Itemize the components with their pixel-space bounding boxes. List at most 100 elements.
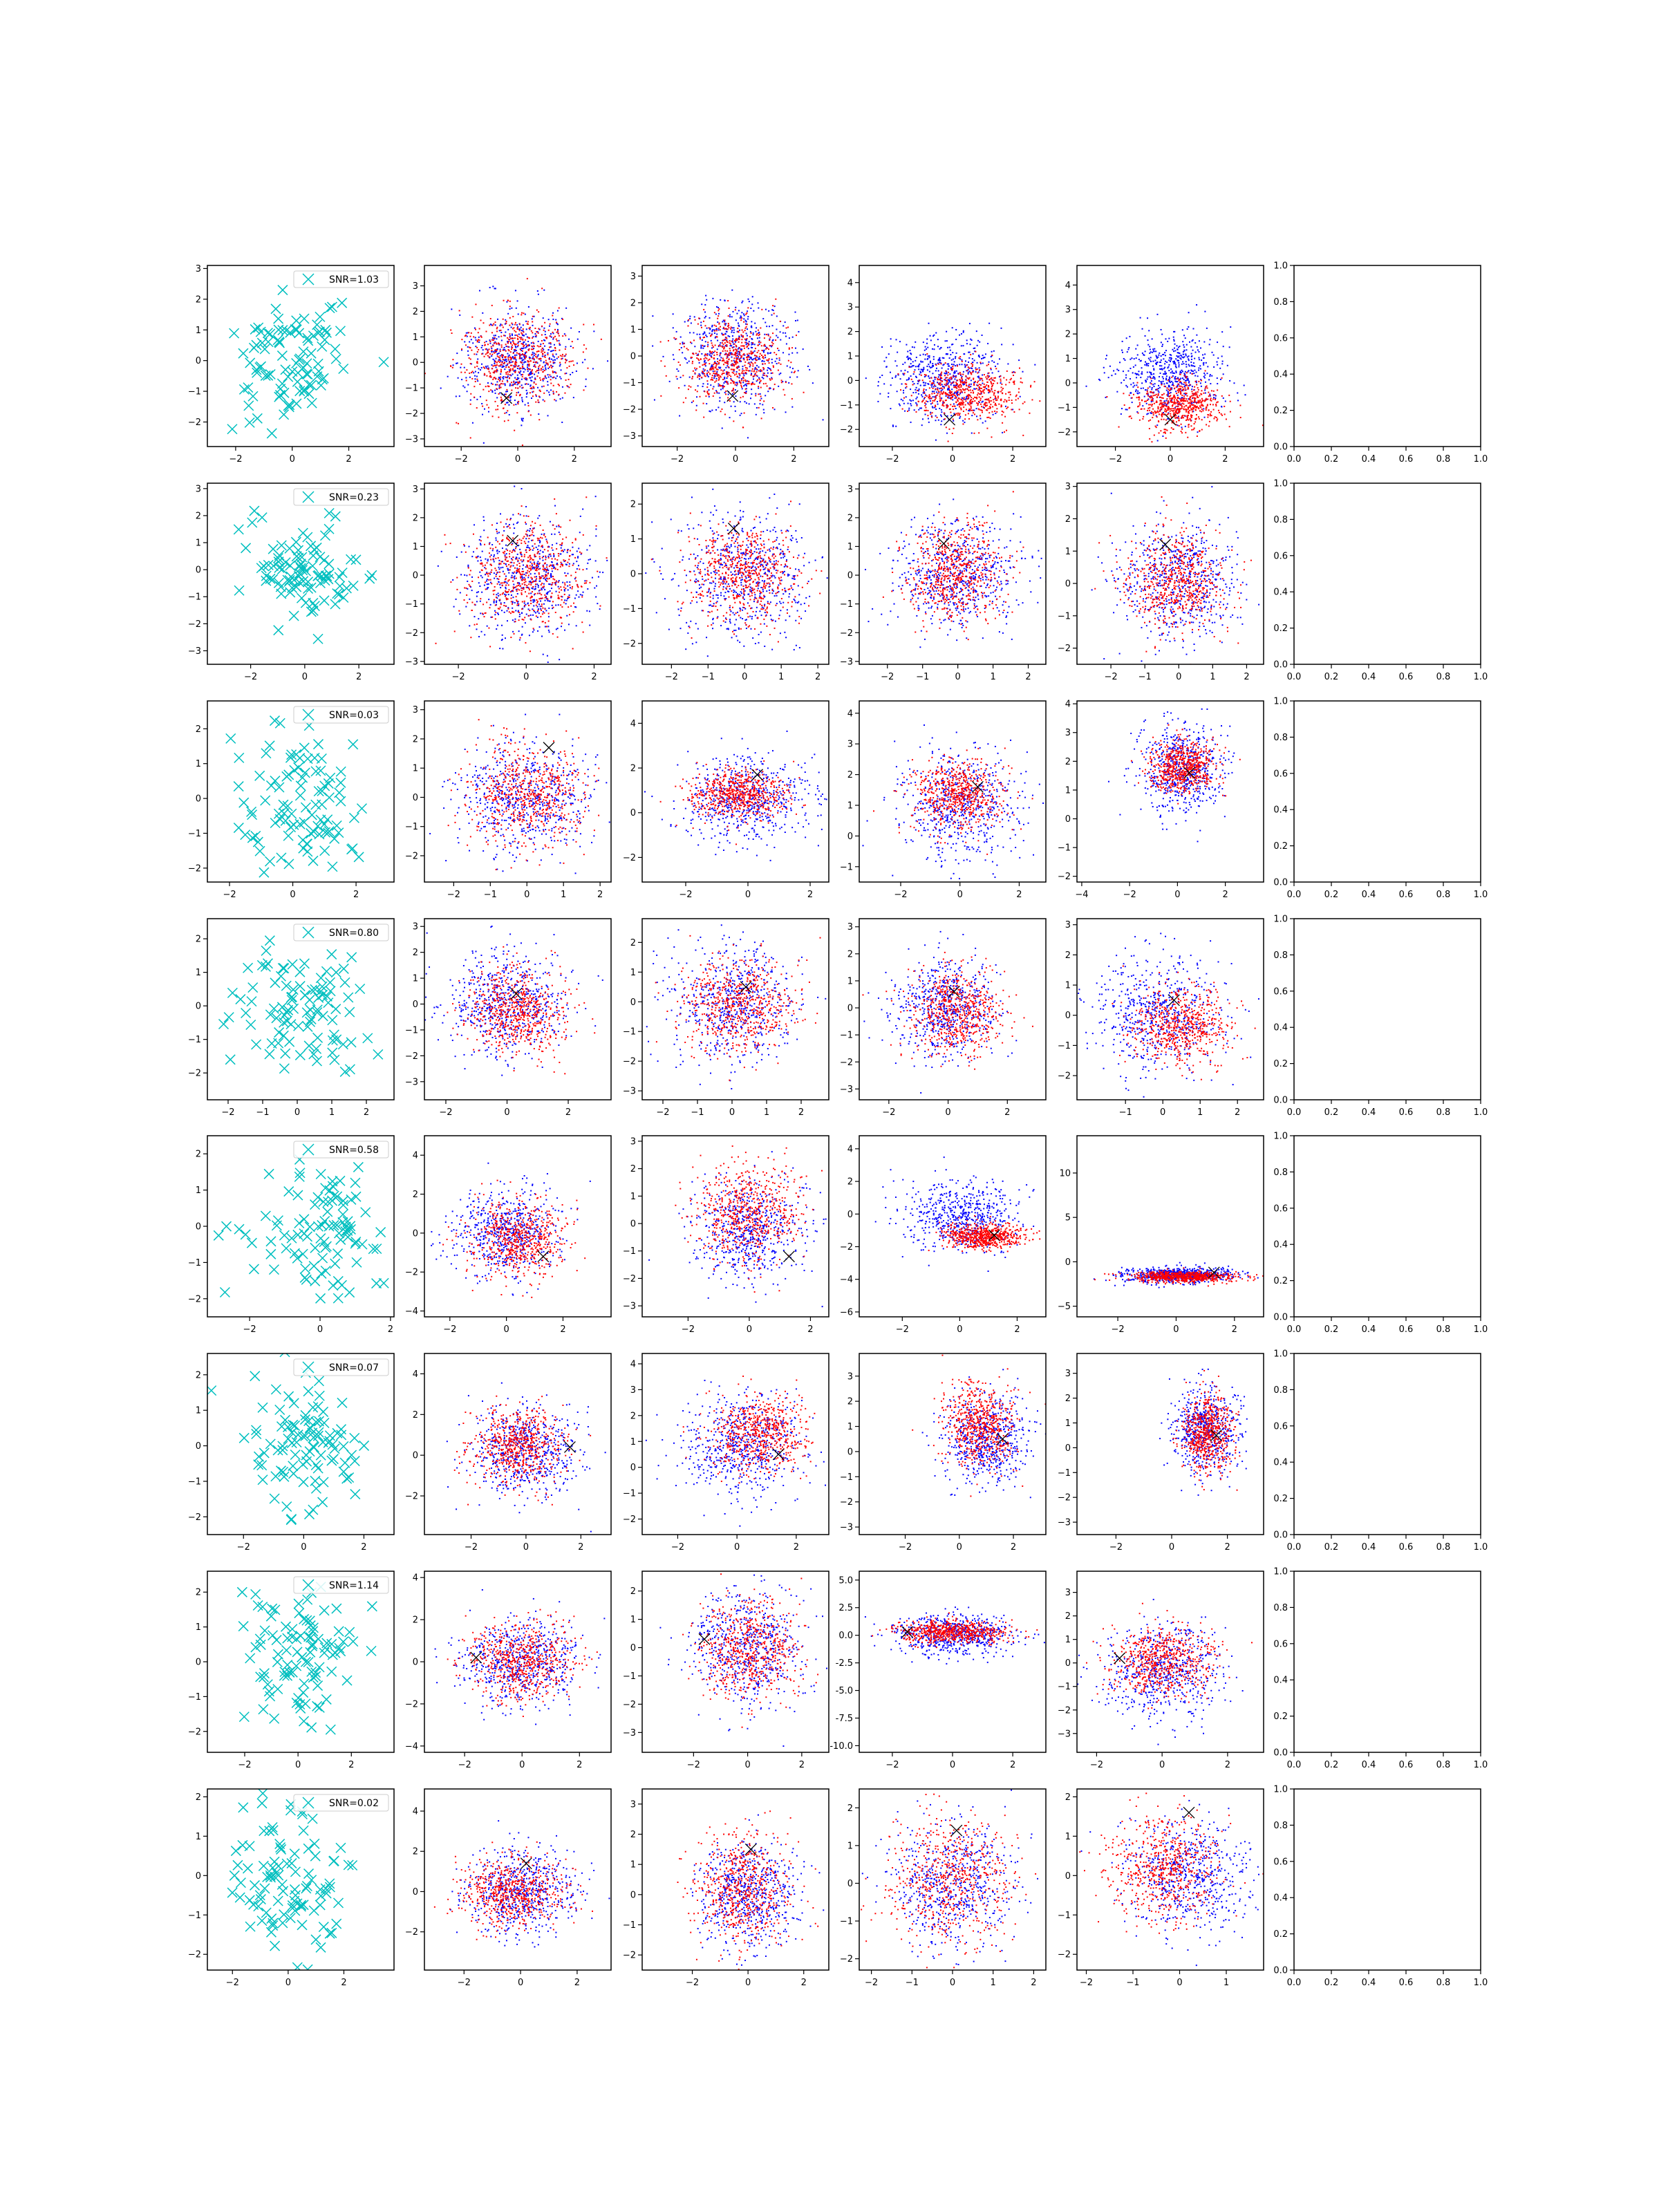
data-point — [994, 404, 996, 406]
data-point — [653, 399, 655, 401]
data-point — [540, 359, 542, 362]
data-point — [509, 368, 512, 370]
data-point — [971, 366, 973, 368]
data-point — [1123, 404, 1125, 406]
data-point — [1196, 435, 1198, 437]
data-point — [514, 363, 516, 365]
data-point — [1187, 406, 1189, 409]
data-point — [702, 337, 704, 339]
data-point — [500, 396, 502, 398]
data-point — [517, 342, 519, 344]
data-point — [744, 388, 747, 390]
data-point — [711, 364, 713, 366]
data-point — [534, 327, 536, 329]
data-point — [1175, 417, 1177, 419]
data-point — [1196, 334, 1198, 336]
data-point — [733, 346, 735, 348]
data-point — [1141, 382, 1143, 384]
data-point — [919, 363, 921, 365]
data-point — [1188, 359, 1190, 362]
data-point — [1193, 406, 1195, 408]
data-point — [482, 388, 485, 391]
data-point — [985, 409, 987, 411]
data-point — [954, 357, 956, 359]
data-point — [960, 377, 962, 379]
data-point — [942, 391, 944, 393]
data-point — [733, 349, 735, 351]
data-point — [794, 311, 796, 313]
data-point — [1161, 415, 1163, 418]
data-point — [518, 371, 520, 373]
data-point — [752, 351, 754, 353]
data-point — [501, 324, 503, 326]
data-point — [718, 385, 720, 387]
data-point — [731, 331, 733, 333]
data-point — [963, 398, 965, 400]
data-point — [890, 384, 892, 386]
data-point — [514, 377, 516, 379]
data-point — [758, 343, 760, 345]
data-point — [702, 373, 704, 375]
data-point — [964, 414, 966, 416]
data-point — [525, 351, 527, 353]
x-tick-label: 0 — [733, 454, 738, 465]
data-point — [935, 395, 937, 397]
data-point — [937, 403, 939, 405]
data-point — [1153, 386, 1155, 388]
data-point — [515, 350, 517, 352]
data-point — [965, 379, 967, 381]
data-point — [527, 370, 529, 372]
data-point — [795, 335, 797, 337]
data-point — [491, 350, 493, 353]
data-point — [915, 341, 917, 343]
data-point — [977, 371, 980, 373]
data-point — [936, 367, 938, 369]
data-point — [706, 375, 709, 377]
data-point — [750, 332, 752, 334]
data-point — [1159, 410, 1161, 412]
data-point — [948, 346, 950, 348]
data-point — [496, 355, 498, 357]
data-point — [509, 362, 511, 364]
data-point — [567, 386, 569, 388]
data-point — [898, 403, 900, 405]
data-point — [939, 400, 941, 402]
data-point — [1164, 386, 1166, 388]
data-point — [424, 373, 426, 375]
data-point — [952, 367, 954, 369]
data-point — [483, 408, 485, 410]
data-point — [727, 323, 729, 325]
data-point — [753, 350, 756, 352]
data-point — [713, 351, 715, 353]
data-point — [283, 371, 294, 382]
data-point — [537, 350, 539, 353]
data-point — [1203, 416, 1206, 418]
data-point — [950, 384, 952, 386]
data-point — [694, 372, 696, 374]
data-point — [728, 327, 730, 329]
data-point — [677, 362, 679, 364]
data-point — [481, 402, 483, 404]
data-point — [1146, 389, 1148, 391]
data-point — [774, 306, 776, 308]
data-point — [474, 378, 476, 380]
data-point — [1159, 352, 1161, 354]
data-point — [949, 391, 951, 393]
data-point — [1150, 380, 1152, 382]
data-point — [742, 379, 744, 382]
data-point — [930, 386, 932, 388]
data-point — [1179, 391, 1181, 393]
data-point — [1212, 409, 1215, 411]
data-point — [782, 381, 784, 383]
data-point — [747, 307, 749, 309]
data-point — [958, 357, 960, 359]
data-point — [513, 342, 515, 344]
data-point — [1001, 389, 1003, 391]
data-point — [696, 354, 698, 356]
data-point — [944, 391, 946, 393]
data-point — [1181, 405, 1183, 407]
data-point — [1174, 366, 1177, 368]
data-point — [748, 382, 750, 384]
data-point — [1130, 358, 1132, 360]
data-point — [794, 347, 796, 349]
